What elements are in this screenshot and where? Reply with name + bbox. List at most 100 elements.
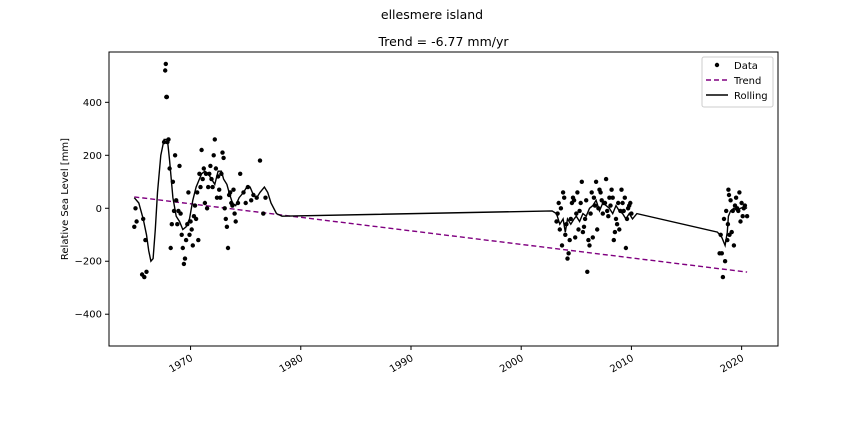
data-point [163,68,168,73]
data-point [588,211,593,216]
data-point [731,243,737,248]
legend-rolling-label: Rolling [734,91,768,102]
data-point [582,216,588,222]
data-point [737,190,742,195]
data-point [214,195,220,200]
data-point [167,166,172,171]
data-point [587,243,592,248]
data-point [739,200,744,206]
data-point [212,137,217,142]
x-axis-ticks: 1970 1980 1990 2000 2010 2020 [168,346,746,375]
data-point [203,171,209,176]
data-point [629,211,634,216]
chart-suptitle: ellesmere island [381,7,483,22]
data-point [580,229,586,235]
data-point [263,195,268,200]
y-tick-label: −400 [75,310,102,321]
data-point [556,200,561,206]
x-tick-label: 1990 [388,353,416,375]
data-point [621,208,626,214]
data-point [596,206,601,211]
data-point [725,222,731,227]
data-point [614,222,620,227]
data-point [187,232,192,237]
data-point [728,198,733,203]
data-point [619,187,624,192]
data-point [738,219,743,224]
data-point [142,274,147,280]
data-point [251,192,256,198]
data-point [581,224,587,229]
data-point [249,198,254,203]
plot-frame [108,51,779,347]
data-point [623,245,629,251]
data-point [628,200,633,206]
data-point [721,216,727,222]
data-point [171,208,177,214]
data-point [174,198,179,203]
data-point [590,235,595,240]
data-point [574,211,579,216]
data-point [600,211,605,216]
legend: Data Trend Rolling [701,56,774,108]
data-point [563,232,568,237]
data-point [245,184,251,190]
data-point [241,190,246,195]
legend-data-label: Data [734,61,758,72]
y-tick-label: 400 [83,98,102,109]
data-point [564,222,569,227]
rolling-line [133,138,748,263]
data-point [568,216,573,222]
chart-title: Trend = -6.77 mm/yr [377,34,509,49]
data-point [603,176,609,182]
data-point [178,211,183,216]
data-point [192,203,198,208]
data-point [606,214,611,219]
data-point [591,195,597,200]
data-point [609,187,614,192]
data-point [559,243,565,248]
data-point [168,245,173,251]
data-point [720,274,726,280]
data-point [602,200,608,206]
data-point [186,190,191,195]
data-point [188,219,193,224]
data-point [565,256,570,261]
data-point [718,232,723,237]
data-point [193,216,199,222]
data-point [209,176,214,182]
data-point [722,259,728,264]
data-point [733,195,739,200]
data-point [608,203,613,208]
data-point [213,166,219,171]
data-point [232,211,237,216]
x-tick-label: 2000 [498,353,526,375]
data-point [225,245,231,251]
data-point [578,200,583,206]
trend-line [134,196,748,273]
data-point [238,171,243,176]
data-point [190,243,195,248]
data-point [584,198,589,203]
data-point [610,195,615,200]
data-point [223,216,228,222]
data-point [210,184,215,190]
data-point [624,216,630,222]
data-point [613,216,619,222]
data-point [177,163,182,169]
data-point [220,150,225,155]
data-point [233,219,238,224]
data-point [181,261,187,267]
data-point [189,227,194,232]
data-point [558,206,564,211]
data-point [618,208,623,214]
data-point [215,174,221,179]
data-point [730,208,735,214]
data-point [740,214,745,219]
data-point [206,184,211,190]
data-point [622,195,627,200]
data-point [180,245,185,251]
data-point [243,200,248,206]
data-point [566,251,571,256]
data-point [198,184,203,190]
